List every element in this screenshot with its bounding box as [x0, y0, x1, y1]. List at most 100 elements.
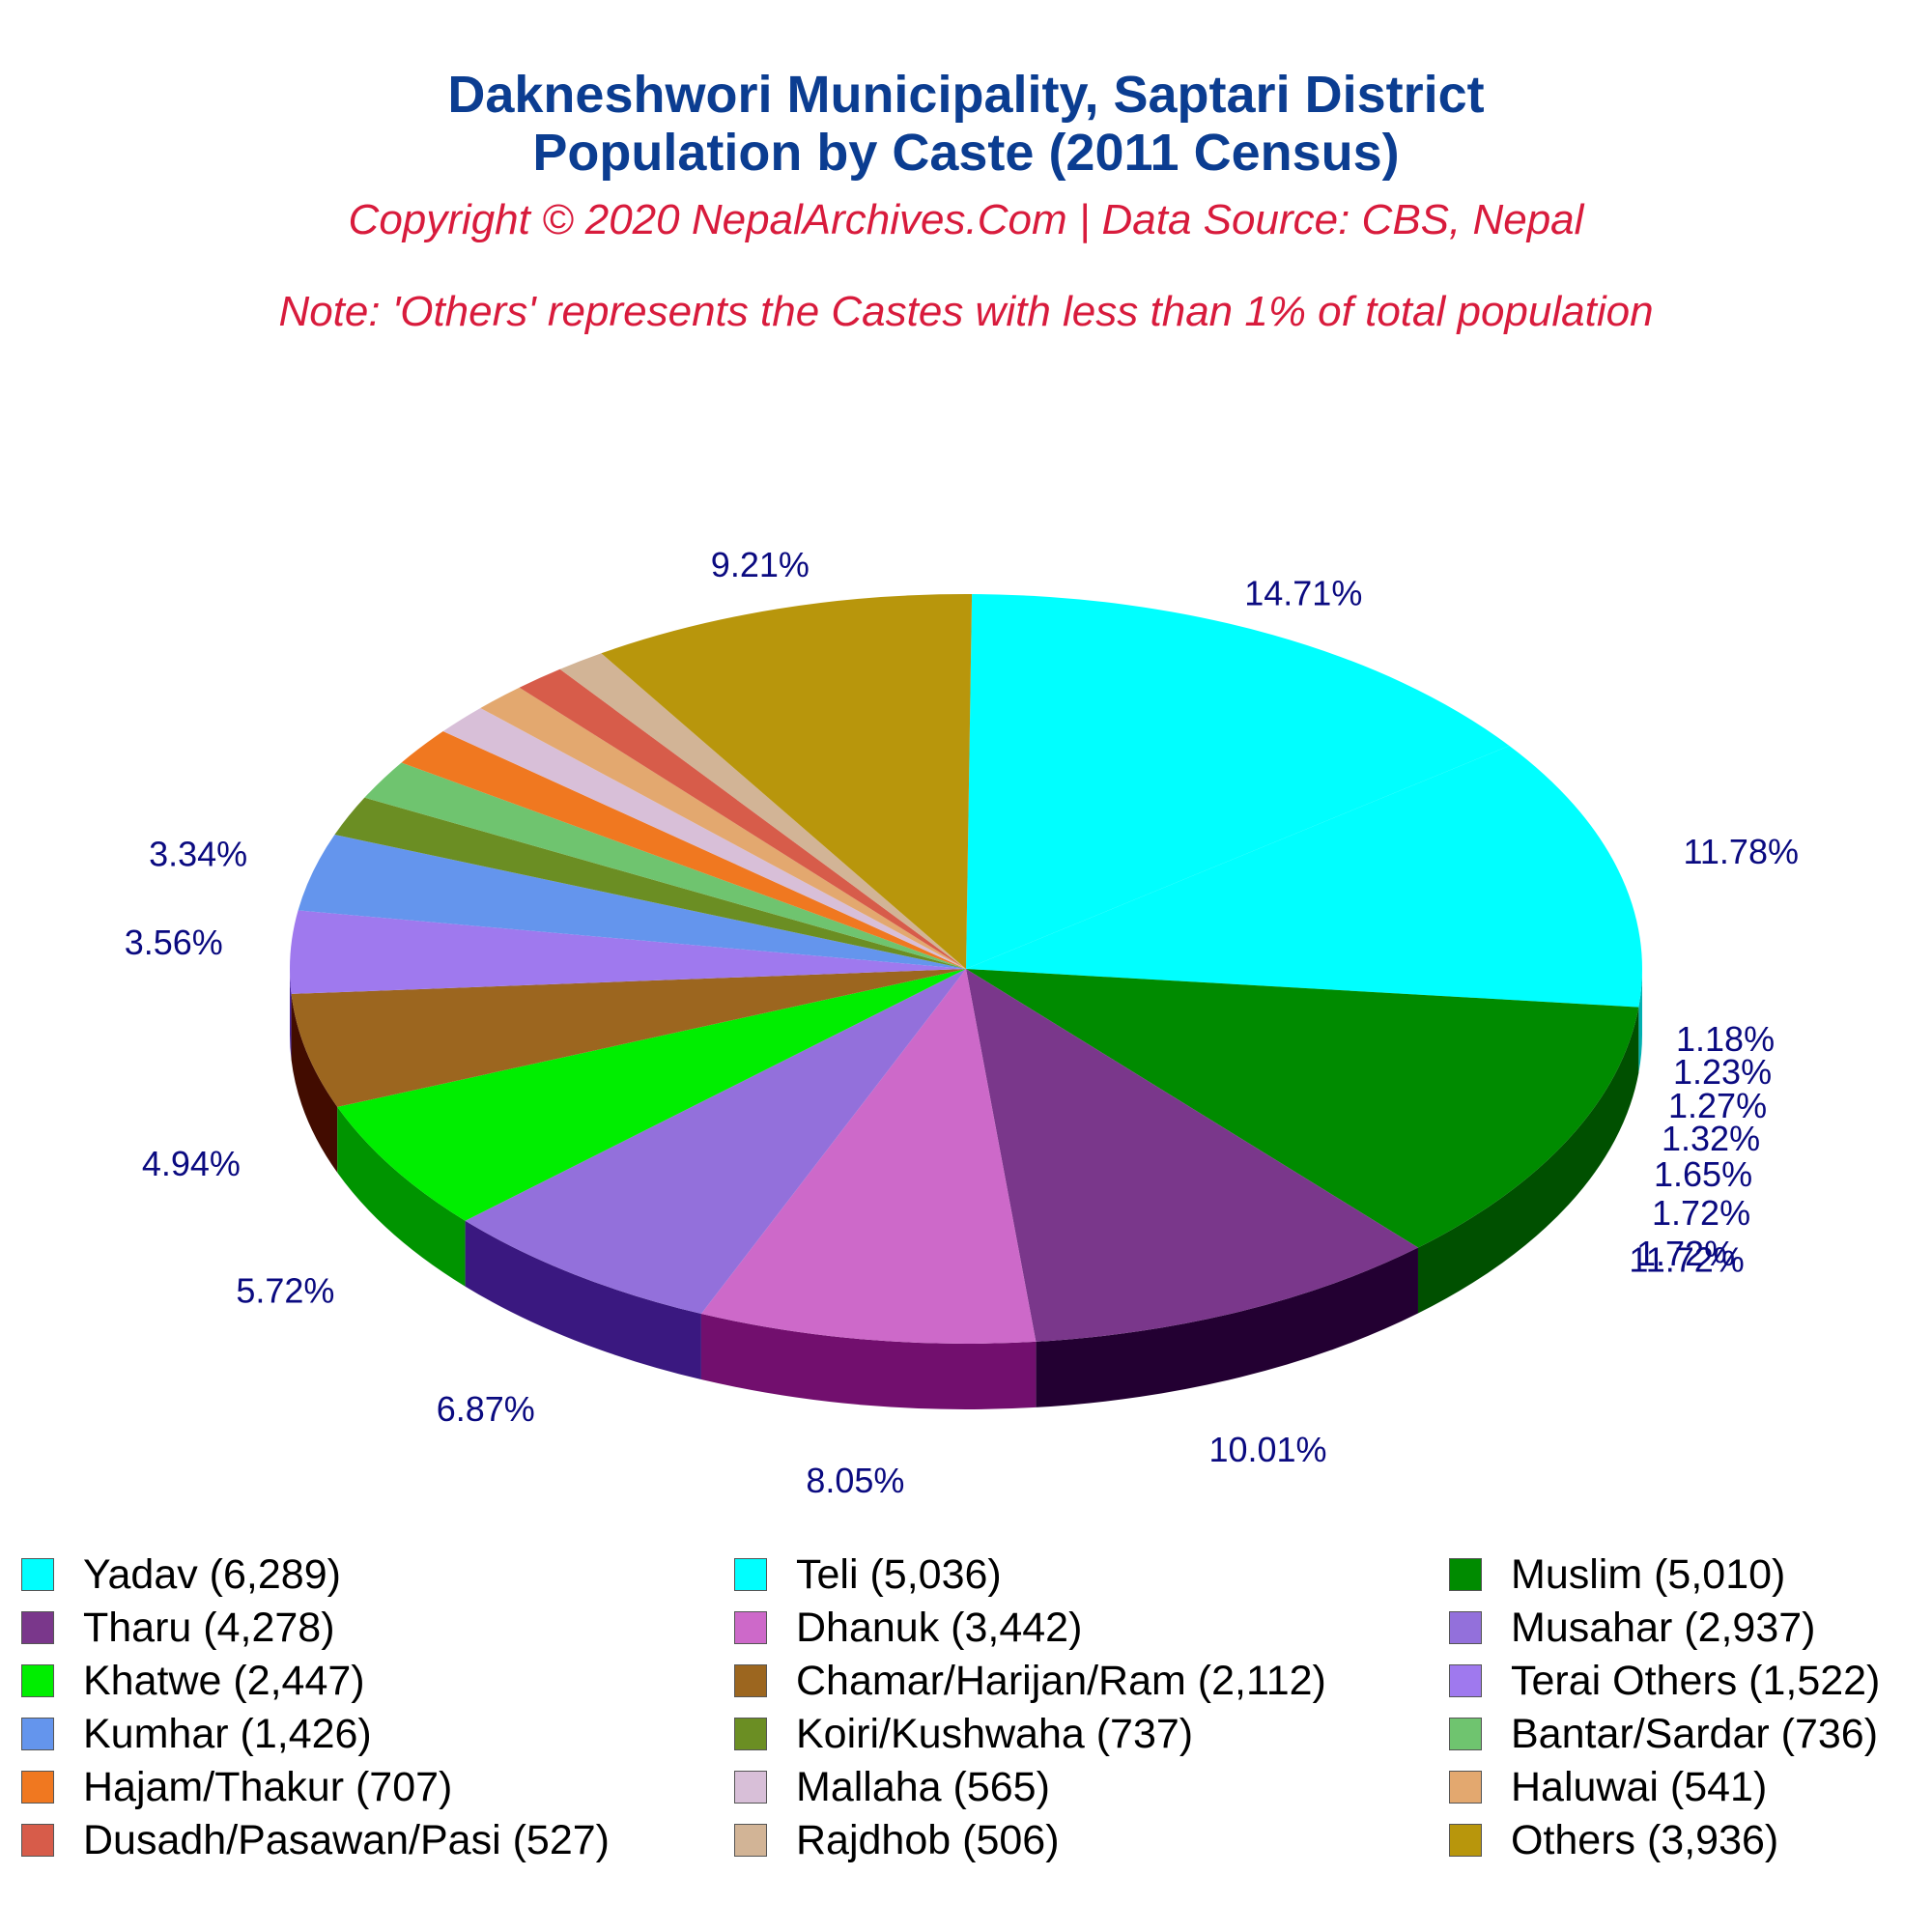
legend-item: Tharu (4,278) [21, 1604, 335, 1652]
pie-slice-10 [334, 797, 966, 969]
pie-slice-12 [401, 731, 966, 969]
legend-swatch [1449, 1718, 1482, 1750]
legend-item: Bantar/Sardar (736) [1449, 1710, 1878, 1758]
pct-label-0: 14.71% [1244, 574, 1362, 613]
legend-label: Dhanuk (3,442) [796, 1604, 1083, 1651]
pct-label-7: 4.94% [142, 1144, 241, 1183]
pct-label-5: 6.87% [437, 1389, 535, 1429]
legend-label: Teli (5,036) [796, 1550, 1002, 1598]
pie-side-1 [1638, 969, 1642, 1073]
legend-label: Bantar/Sardar (736) [1511, 1710, 1879, 1757]
legend-item: Chamar/Harijan/Ram (2,112) [734, 1657, 1326, 1705]
pie-side-6 [337, 1106, 466, 1287]
legend-label: Koiri/Kushwaha (737) [796, 1710, 1194, 1757]
legend-item: Yadav (6,289) [21, 1550, 341, 1599]
legend-swatch [734, 1771, 767, 1804]
pie-side-5 [465, 1220, 701, 1380]
pie-slice-7 [291, 969, 966, 1107]
legend-swatch [1449, 1558, 1482, 1591]
legend-item: Musahar (2,937) [1449, 1604, 1816, 1652]
legend-swatch [21, 1611, 54, 1644]
pct-label-11: 1.72% [1652, 1193, 1750, 1233]
legend-item: Mallaha (565) [734, 1763, 1050, 1811]
pie-side-4 [700, 1314, 1037, 1409]
legend-label: Others (3,936) [1511, 1816, 1779, 1863]
legend-swatch [21, 1718, 54, 1750]
legend-label: Dusadh/Pasawan/Pasi (527) [83, 1816, 610, 1863]
pct-label-3: 10.01% [1208, 1430, 1326, 1469]
legend-label: Terai Others (1,522) [1511, 1657, 1881, 1704]
legend-label: Mallaha (565) [796, 1763, 1050, 1810]
chart-title-line1: Dakneshwori Municipality, Saptari Distri… [447, 66, 1485, 124]
pct-label-10: 1.72% [1636, 1234, 1735, 1273]
legend-label: Hajam/Thakur (707) [83, 1763, 453, 1810]
legend-swatch [21, 1771, 54, 1804]
pie-side-8 [290, 969, 292, 1060]
legend-item: Rajdhob (506) [734, 1816, 1060, 1864]
pie-slice-11 [364, 762, 967, 969]
legend-label: Musahar (2,937) [1511, 1604, 1816, 1651]
legend-item: Terai Others (1,522) [1449, 1657, 1880, 1705]
legend-swatch [1449, 1824, 1482, 1857]
legend-item: Muslim (5,010) [1449, 1550, 1785, 1599]
legend-swatch [1449, 1771, 1482, 1804]
pie-slice-9 [298, 835, 966, 969]
pct-label-2: 11.72% [1629, 1239, 1744, 1279]
pie-slice-3 [966, 969, 1418, 1342]
legend-swatch [21, 1824, 54, 1857]
legend-swatch [21, 1664, 54, 1697]
legend-label: Rajdhob (506) [796, 1816, 1060, 1863]
pie-slice-15 [519, 668, 966, 969]
pie-slice-17 [601, 594, 973, 969]
pct-label-9: 3.34% [149, 835, 247, 874]
chart-title-line2: Population by Caste (2011 Census) [532, 124, 1400, 182]
pct-label-16: 1.18% [1676, 1019, 1775, 1059]
legend-label: Muslim (5,010) [1511, 1550, 1786, 1598]
legend-swatch [1449, 1611, 1482, 1644]
legend-item: Others (3,936) [1449, 1816, 1778, 1864]
legend-item: Koiri/Kushwaha (737) [734, 1710, 1193, 1758]
pie-slice-5 [465, 969, 967, 1315]
pct-label-1: 11.78% [1684, 832, 1799, 871]
chart-legend: Yadav (6,289) Teli (5,036) Muslim (5,010) T… [0, 1550, 1932, 1898]
pct-label-17: 9.21% [711, 545, 810, 584]
chart-note: Note: 'Others' represents the Castes wit… [278, 288, 1654, 335]
pie-slice-13 [442, 707, 966, 969]
legend-item: Hajam/Thakur (707) [21, 1763, 452, 1811]
legend-label: Kumhar (1,426) [83, 1710, 372, 1757]
pie-slice-4 [700, 969, 1037, 1344]
legend-item: Haluwai (541) [1449, 1763, 1767, 1811]
pct-label-13: 1.32% [1662, 1119, 1760, 1158]
pct-label-12: 1.65% [1654, 1154, 1752, 1194]
legend-label: Khatwe (2,447) [83, 1657, 365, 1704]
pct-label-6: 5.72% [236, 1271, 334, 1311]
pie-side-7 [291, 993, 338, 1173]
pct-label-14: 1.27% [1668, 1086, 1767, 1125]
legend-label: Tharu (4,278) [83, 1604, 335, 1651]
legend-item: Dhanuk (3,442) [734, 1604, 1082, 1652]
legend-swatch [734, 1558, 767, 1591]
legend-swatch [734, 1824, 767, 1857]
pct-label-8: 3.56% [125, 923, 223, 962]
pie-slice-1 [966, 745, 1642, 1008]
pie-slice-14 [480, 687, 966, 969]
legend-item: Kumhar (1,426) [21, 1710, 372, 1758]
chart-subtitle: Copyright © 2020 NepalArchives.Com | Dat… [348, 196, 1584, 243]
pct-label-15: 1.23% [1673, 1052, 1772, 1092]
legend-swatch [734, 1664, 767, 1697]
pie-slice-16 [559, 653, 966, 969]
legend-swatch [734, 1718, 767, 1750]
legend-swatch [21, 1558, 54, 1591]
pct-label-4: 8.05% [806, 1461, 904, 1500]
pie-side-3 [1036, 1247, 1418, 1407]
legend-label: Haluwai (541) [1511, 1763, 1768, 1810]
pie-side-2 [1417, 1007, 1639, 1314]
pie-slice-6 [337, 969, 966, 1221]
pie-slice-2 [966, 969, 1639, 1248]
legend-swatch [734, 1611, 767, 1644]
legend-label: Chamar/Harijan/Ram (2,112) [796, 1657, 1326, 1704]
legend-swatch [1449, 1664, 1482, 1697]
pie-slice-0 [966, 594, 1510, 969]
pie-chart: 14.71% 11.78% 11.72% 10.01% 8.05% 6.87% 5.72% 4… [125, 545, 1799, 1500]
legend-item: Teli (5,036) [734, 1550, 1002, 1599]
